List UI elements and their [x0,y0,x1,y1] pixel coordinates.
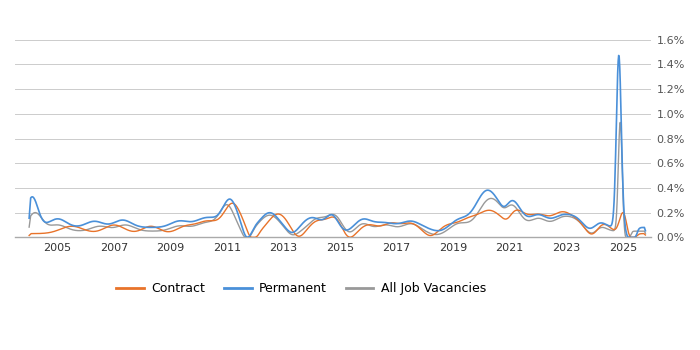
Legend: Contract, Permanent, All Job Vacancies: Contract, Permanent, All Job Vacancies [111,277,491,300]
